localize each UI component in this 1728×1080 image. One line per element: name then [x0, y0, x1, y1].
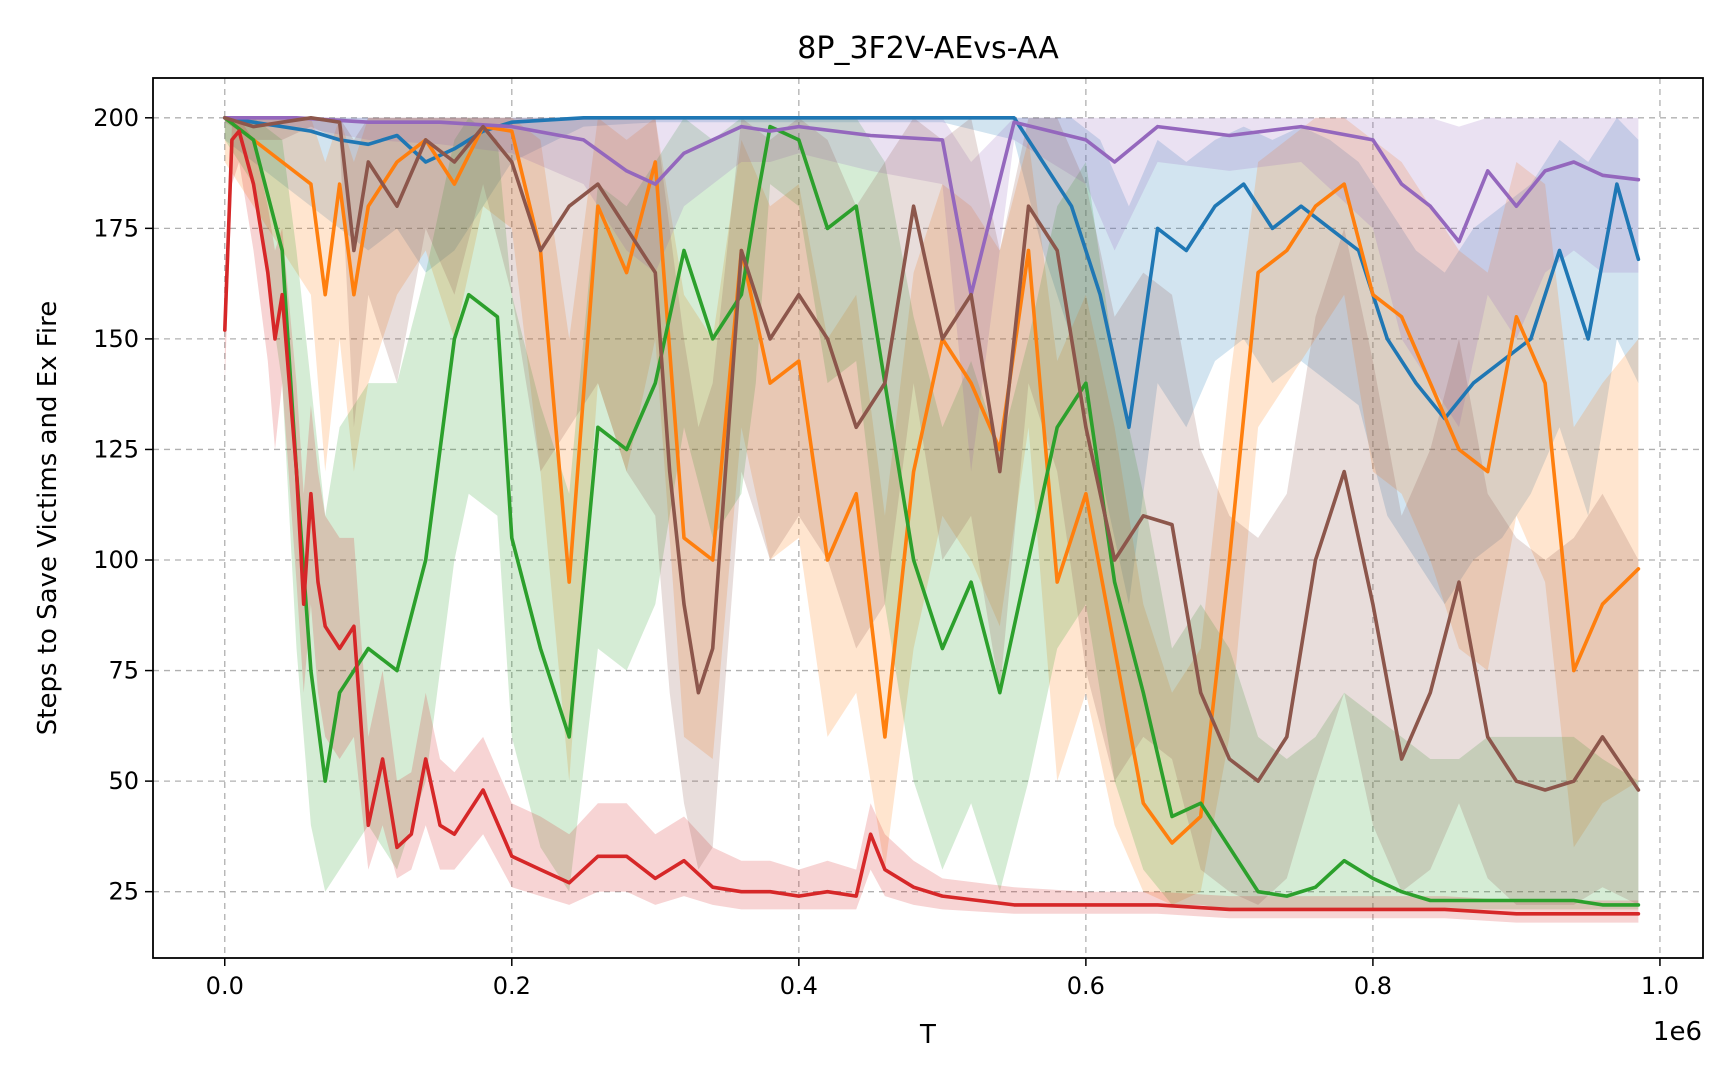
series-lines	[223, 116, 1641, 916]
series-band-1	[224, 117, 1639, 605]
x-tick-label: 0.0	[206, 972, 244, 1000]
series-band-2	[224, 117, 1639, 905]
y-tick-label: 125	[93, 435, 139, 463]
grid	[153, 78, 1703, 958]
series-line-3	[223, 116, 1641, 907]
y-axis: 25 50 75 100 125 150 175 200	[93, 104, 153, 906]
series-band-3	[224, 117, 1639, 910]
series-line-4	[223, 129, 1641, 916]
y-tick-label: 25	[108, 878, 139, 906]
series-line-6	[223, 116, 1641, 792]
y-tick-label: 200	[93, 104, 139, 132]
x-tick-label: 0.8	[1354, 972, 1392, 1000]
series-band-6	[224, 117, 1639, 905]
y-tick-label: 175	[93, 214, 139, 242]
y-axis-label: Steps to Save Victims and Ex Fire	[33, 301, 63, 735]
x-tick-label: 0.6	[1067, 972, 1105, 1000]
series-bands	[224, 117, 1639, 923]
series-line-5	[223, 116, 1641, 297]
y-tick-label: 150	[93, 325, 139, 353]
x-axis-label: T	[919, 1020, 936, 1050]
chart-title: 8P_3F2V-AEvs-AA	[797, 31, 1059, 66]
series-line-2	[223, 116, 1641, 845]
y-tick-label: 100	[93, 546, 139, 574]
series-band-4	[224, 117, 1639, 923]
y-tick-label: 50	[108, 767, 139, 795]
y-tick-label: 75	[108, 657, 139, 685]
x-tick-label: 1.0	[1641, 972, 1679, 1000]
x-axis-offset-label: 1e6	[1653, 1017, 1702, 1047]
plot-frame	[152, 77, 1704, 959]
x-tick-label: 0.2	[493, 972, 531, 1000]
series-band-5	[224, 117, 1639, 472]
x-tick-label: 0.4	[780, 972, 818, 1000]
x-axis: 0.0 0.2 0.4 0.6 0.8 1.0	[206, 958, 1679, 1000]
